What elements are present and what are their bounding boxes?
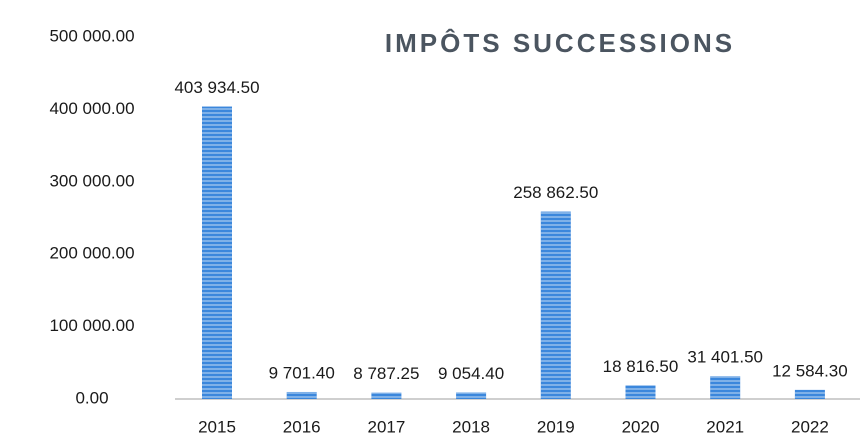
- x-tick-label: 2020: [622, 417, 660, 436]
- bar-texture: [710, 376, 741, 399]
- data-label: 258 862.50: [513, 183, 598, 202]
- x-tick-label: 2021: [706, 417, 744, 436]
- x-tick-label: 2018: [452, 417, 490, 436]
- data-label: 403 934.50: [174, 78, 259, 97]
- data-label: 9 054.40: [438, 364, 504, 383]
- x-tick-label: 2015: [198, 417, 236, 436]
- x-tick-label: 2016: [283, 417, 321, 436]
- data-label: 18 816.50: [603, 357, 679, 376]
- bar-texture: [371, 392, 402, 399]
- y-tick-label: 300 000.00: [49, 171, 134, 190]
- x-tick-label: 2017: [367, 417, 405, 436]
- y-tick-label: 200 000.00: [49, 244, 134, 263]
- y-tick-label: 100 000.00: [49, 316, 134, 335]
- y-tick-label: 0.00: [75, 388, 108, 407]
- x-tick-label: 2022: [791, 417, 829, 436]
- bar-texture: [540, 211, 571, 399]
- data-label: 31 401.50: [687, 348, 763, 367]
- bar-texture: [286, 391, 317, 399]
- x-tick-label: 2019: [537, 417, 575, 436]
- bar-texture: [625, 385, 656, 399]
- bar-texture: [794, 389, 825, 399]
- bar-texture: [202, 106, 232, 399]
- data-label: 8 787.25: [353, 364, 419, 383]
- bar-texture: [456, 392, 487, 399]
- y-tick-label: 400 000.00: [49, 99, 134, 118]
- chart-title: IMPÔTS SUCCESSIONS: [385, 28, 735, 58]
- data-label: 9 701.40: [269, 363, 335, 382]
- data-label: 12 584.30: [772, 361, 848, 380]
- y-tick-label: 500 000.00: [49, 26, 134, 45]
